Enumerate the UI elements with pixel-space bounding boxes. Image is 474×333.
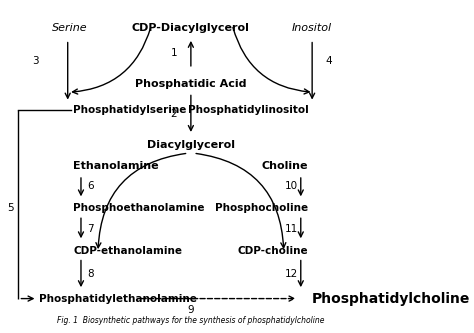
Text: 1: 1 [171, 48, 177, 58]
Text: Serine: Serine [52, 23, 87, 33]
Text: Phosphatidylserine: Phosphatidylserine [73, 105, 187, 115]
Text: 2: 2 [171, 109, 177, 119]
Text: Phosphocholine: Phosphocholine [215, 203, 309, 213]
Text: 11: 11 [285, 224, 298, 234]
Text: Phosphatidylinositol: Phosphatidylinositol [188, 105, 309, 115]
Text: 7: 7 [87, 224, 94, 234]
Text: Ethanolamine: Ethanolamine [73, 162, 159, 171]
Text: 4: 4 [326, 56, 332, 66]
Text: Fig. 1  Biosynthetic pathways for the synthesis of phosphatidylcholine: Fig. 1 Biosynthetic pathways for the syn… [57, 316, 325, 325]
Text: Choline: Choline [262, 162, 309, 171]
Text: 12: 12 [285, 269, 298, 279]
Text: Phosphatidylethanolamine: Phosphatidylethanolamine [39, 294, 197, 304]
Text: CDP-ethanolamine: CDP-ethanolamine [73, 246, 182, 256]
Text: Phosphatidic Acid: Phosphatidic Acid [135, 79, 246, 89]
Text: Phosphatidylcholine: Phosphatidylcholine [312, 292, 471, 306]
Text: Phosphoethanolamine: Phosphoethanolamine [73, 203, 205, 213]
Text: CDP-choline: CDP-choline [238, 246, 309, 256]
Text: CDP-Diacylglycerol: CDP-Diacylglycerol [132, 23, 250, 33]
Text: 5: 5 [8, 203, 14, 213]
Text: Inositol: Inositol [292, 23, 332, 33]
Text: 3: 3 [32, 56, 39, 66]
Text: 9: 9 [188, 305, 194, 315]
Text: 8: 8 [87, 269, 94, 279]
Text: 6: 6 [87, 181, 94, 191]
Text: Diacylglycerol: Diacylglycerol [147, 140, 235, 150]
Text: 10: 10 [285, 181, 298, 191]
